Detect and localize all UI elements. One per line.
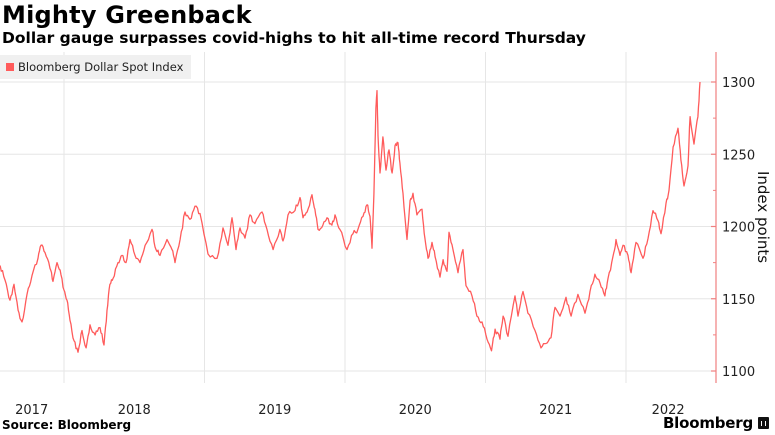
y-axis-title: Index points [754, 171, 772, 263]
series-layer [0, 81, 701, 353]
source-note: Source: Bloomberg [2, 418, 132, 432]
x-tick-label: 2020 [399, 403, 432, 418]
x-axis-labels: 2017 2018 2019 2020 2021 2022 [15, 403, 685, 418]
brand-name: Bloomberg [662, 414, 753, 432]
y-axis: 1100 1150 1200 1250 1300 [711, 52, 755, 383]
y-tick-label: 1100 [722, 365, 755, 380]
legend-label: Bloomberg Dollar Spot Index [18, 60, 184, 74]
y-tick-label: 1250 [722, 148, 755, 163]
legend-swatch-icon [6, 63, 14, 71]
legend: Bloomberg Dollar Spot Index [0, 55, 192, 79]
series-line-0 [0, 81, 701, 353]
chart-title: Mighty Greenback [2, 1, 252, 29]
y-tick-label: 1300 [722, 76, 755, 91]
x-tick-label: 2019 [258, 403, 291, 418]
x-tick-label: 2018 [118, 403, 151, 418]
brand-logo: Bloomberg [663, 414, 769, 432]
chart-subtitle: Dollar gauge surpasses covid-highs to hi… [2, 29, 586, 47]
bloomberg-chart-icon [758, 417, 769, 429]
x-tick-label: 2022 [652, 403, 685, 418]
x-tick-label: 2017 [15, 403, 48, 418]
x-tick-label: 2021 [539, 403, 572, 418]
y-tick-label: 1150 [722, 293, 755, 308]
gridlines [0, 52, 716, 383]
y-tick-label: 1200 [722, 221, 755, 236]
